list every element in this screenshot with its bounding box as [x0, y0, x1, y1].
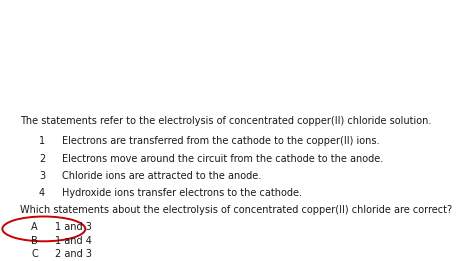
Text: 1 and 3: 1 and 3	[55, 222, 91, 232]
Text: 4: 4	[39, 188, 45, 198]
Text: Which statements about the electrolysis of concentrated copper(II) chloride are : Which statements about the electrolysis …	[20, 205, 452, 215]
Text: Electrons move around the circuit from the cathode to the anode.: Electrons move around the circuit from t…	[62, 154, 383, 164]
Text: 3: 3	[39, 171, 45, 181]
Text: C: C	[31, 249, 38, 259]
Text: 1: 1	[39, 136, 45, 146]
Text: The statements refer to the electrolysis of concentrated copper(II) chloride sol: The statements refer to the electrolysis…	[20, 116, 431, 126]
Text: Hydroxide ions transfer electrons to the cathode.: Hydroxide ions transfer electrons to the…	[62, 188, 301, 198]
Text: Chloride ions are attracted to the anode.: Chloride ions are attracted to the anode…	[62, 171, 261, 181]
Text: 2 and 3: 2 and 3	[55, 249, 91, 259]
Text: 1 and 4: 1 and 4	[55, 236, 91, 246]
Text: 2: 2	[39, 154, 45, 164]
Text: B: B	[31, 236, 38, 246]
Text: Electrons are transferred from the cathode to the copper(II) ions.: Electrons are transferred from the catho…	[62, 136, 379, 146]
Text: A: A	[31, 222, 38, 232]
